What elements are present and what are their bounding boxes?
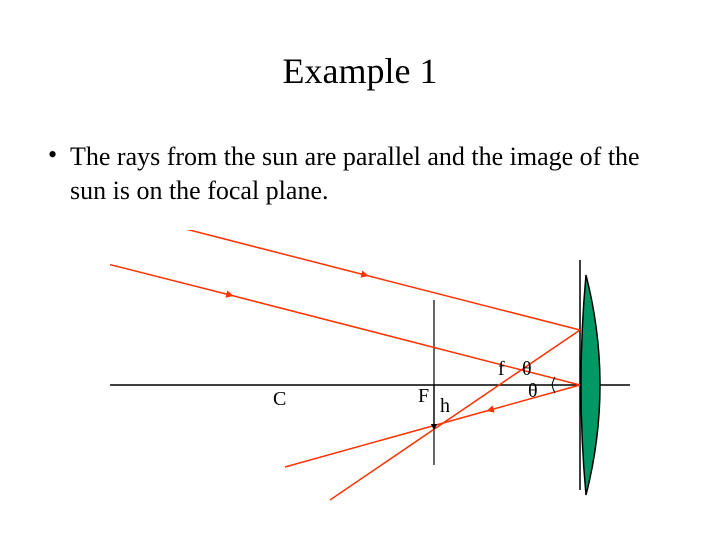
label-theta-lower: θ xyxy=(528,380,538,403)
reflected-ray1 xyxy=(330,330,580,500)
optics-diagram: C F h f θ θ xyxy=(110,230,630,510)
label-F: F xyxy=(418,385,429,408)
page-title: Example 1 xyxy=(0,50,720,92)
label-f: f xyxy=(498,358,505,381)
ray2-a xyxy=(110,257,230,295)
bullet-text: The rays from the sun are parallel and t… xyxy=(70,140,670,208)
bullet-marker: • xyxy=(48,140,57,170)
concave-mirror xyxy=(581,275,600,495)
ray1-b xyxy=(365,275,580,330)
label-theta-upper: θ xyxy=(522,358,532,381)
diagram-svg xyxy=(110,230,630,510)
label-C: C xyxy=(273,388,286,411)
reflected-ray2-b xyxy=(285,410,490,467)
ray1-a xyxy=(170,230,365,275)
label-h: h xyxy=(440,395,450,418)
